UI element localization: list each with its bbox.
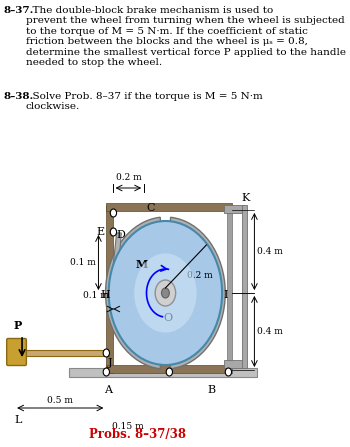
Text: J: J xyxy=(108,358,113,368)
Circle shape xyxy=(103,349,110,357)
FancyBboxPatch shape xyxy=(14,350,109,356)
FancyBboxPatch shape xyxy=(106,365,232,373)
Text: 0.5 m: 0.5 m xyxy=(47,396,73,405)
Text: B: B xyxy=(207,385,215,395)
Circle shape xyxy=(225,368,232,376)
Polygon shape xyxy=(110,233,121,293)
Text: K: K xyxy=(241,193,250,203)
Circle shape xyxy=(155,280,176,306)
Text: L: L xyxy=(14,415,22,425)
FancyBboxPatch shape xyxy=(224,360,244,368)
Text: 0.4 m: 0.4 m xyxy=(257,327,283,336)
Text: D: D xyxy=(117,230,125,240)
Text: I: I xyxy=(224,290,228,300)
Circle shape xyxy=(110,209,117,217)
FancyBboxPatch shape xyxy=(227,205,232,373)
Circle shape xyxy=(161,288,169,298)
FancyBboxPatch shape xyxy=(242,205,246,368)
Text: Solve Prob. 8–37 if the torque is M = 5 N·m
clockwise.: Solve Prob. 8–37 if the torque is M = 5 … xyxy=(26,92,263,111)
Wedge shape xyxy=(169,217,225,369)
Text: 0.1 m: 0.1 m xyxy=(83,291,109,299)
Circle shape xyxy=(109,221,222,365)
Text: 0.4 m: 0.4 m xyxy=(257,247,283,256)
FancyBboxPatch shape xyxy=(106,203,232,211)
FancyBboxPatch shape xyxy=(7,338,26,366)
FancyBboxPatch shape xyxy=(106,205,113,373)
Text: 0.2 m: 0.2 m xyxy=(188,270,213,279)
Text: 0.1 m: 0.1 m xyxy=(70,258,96,267)
Wedge shape xyxy=(106,217,161,369)
Text: H: H xyxy=(100,290,110,300)
Text: 8–38.: 8–38. xyxy=(4,92,34,101)
Circle shape xyxy=(110,228,117,236)
Text: O: O xyxy=(163,313,172,323)
FancyBboxPatch shape xyxy=(69,368,257,377)
Text: The double-block brake mechanism is used to
prevent the wheel from turning when : The double-block brake mechanism is used… xyxy=(26,6,346,67)
Text: Probs. 8–37/38: Probs. 8–37/38 xyxy=(89,428,186,441)
Text: M: M xyxy=(135,260,148,270)
Text: E: E xyxy=(97,227,105,237)
Text: C: C xyxy=(147,203,155,213)
Text: 8–37.: 8–37. xyxy=(4,6,34,15)
Text: P: P xyxy=(13,320,21,331)
Circle shape xyxy=(103,368,110,376)
Text: A: A xyxy=(104,385,112,395)
Circle shape xyxy=(166,368,173,376)
Circle shape xyxy=(134,253,197,333)
FancyBboxPatch shape xyxy=(224,205,244,213)
Text: 0.2 m: 0.2 m xyxy=(116,173,141,182)
Text: 0.15 m: 0.15 m xyxy=(112,422,144,431)
